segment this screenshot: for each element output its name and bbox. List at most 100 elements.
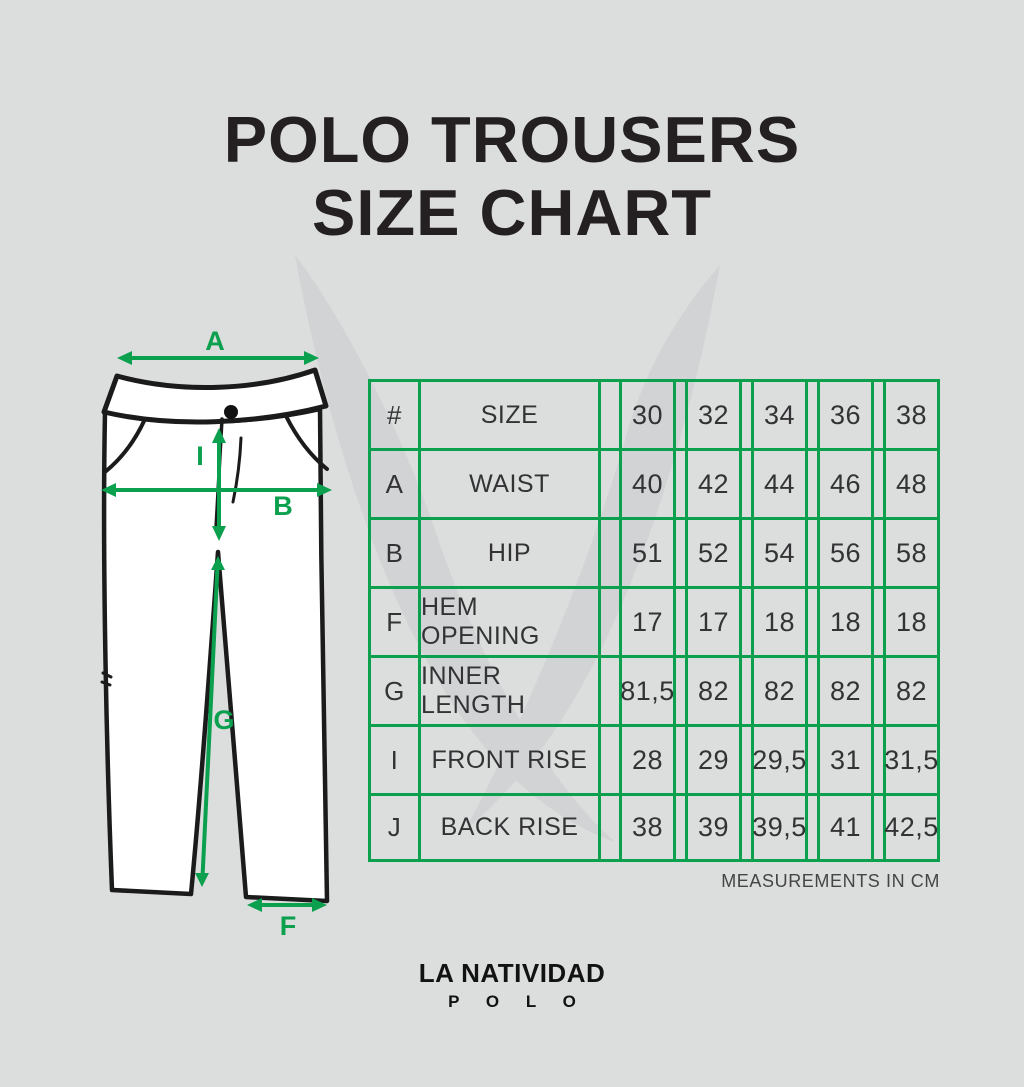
column-gap [601, 520, 619, 586]
column-gap [742, 727, 751, 793]
table-cell-value: 18 [817, 589, 874, 655]
measure-label-i: I [196, 441, 204, 471]
column-gap [601, 589, 619, 655]
column-gap [676, 589, 685, 655]
table-cell-value: 28 [619, 727, 676, 793]
trousers-sketch-mark [100, 671, 113, 687]
column-gap [874, 520, 883, 586]
table-cell-label: HEM OPENING [418, 589, 601, 655]
column-gap [808, 589, 817, 655]
table-cell-value: 36 [817, 382, 874, 448]
column-gap [808, 382, 817, 448]
table-cell-value: 58 [883, 520, 940, 586]
table-cell-letter: F [368, 589, 418, 655]
size-table: # SIZE 30 32 34 36 38 A WAIST 40 42 44 4… [368, 379, 940, 862]
table-cell-value: 29,5 [751, 727, 808, 793]
column-gap [601, 451, 619, 517]
table-cell-letter: J [368, 796, 418, 859]
units-note: MEASUREMENTS IN CM [721, 871, 940, 891]
table-cell-letter: B [368, 520, 418, 586]
table-cell-value: 18 [883, 589, 940, 655]
page-title-line2: SIZE CHART [312, 175, 712, 249]
table-row: A WAIST 40 42 44 46 48 [368, 448, 940, 517]
table-cell-label: HIP [418, 520, 601, 586]
column-gap [874, 727, 883, 793]
table-cell-value: 38 [883, 382, 940, 448]
table-cell-label: WAIST [418, 451, 601, 517]
brand-logo: LA NATIVIDAD P O L O [0, 958, 1024, 1012]
measure-label-a: A [205, 326, 225, 356]
table-cell-value: 39,5 [751, 796, 808, 859]
column-gap [808, 658, 817, 724]
measure-arrow-a [117, 351, 319, 365]
measure-arrow-b [101, 483, 332, 497]
table-cell-value: 34 [751, 382, 808, 448]
column-gap [676, 451, 685, 517]
trousers-body-outline [101, 406, 330, 904]
table-cell-value: 51 [619, 520, 676, 586]
measure-label-f: F [280, 911, 297, 941]
table-cell-value: 42 [685, 451, 742, 517]
table-row: # SIZE 30 32 34 36 38 [368, 379, 940, 448]
column-gap [742, 589, 751, 655]
column-gap [874, 589, 883, 655]
table-cell-value: 52 [685, 520, 742, 586]
table-cell-value: 30 [619, 382, 676, 448]
column-gap [742, 451, 751, 517]
column-gap [742, 796, 751, 859]
background-watermark [295, 255, 720, 842]
trousers-button [224, 405, 238, 419]
trousers-diagram: A I B G F [100, 326, 332, 941]
table-cell-value: 82 [817, 658, 874, 724]
trousers-left-pocket [103, 417, 147, 474]
column-gap [742, 520, 751, 586]
watermark-shape-left [295, 255, 615, 842]
column-gap [808, 796, 817, 859]
table-cell-value: 38 [619, 796, 676, 859]
column-gap [601, 382, 619, 448]
column-gap [808, 520, 817, 586]
measure-arrow-f [247, 898, 327, 912]
watermark-shape-right [465, 265, 720, 830]
table-cell-label: SIZE [418, 382, 601, 448]
column-gap [874, 451, 883, 517]
table-cell-letter: I [368, 727, 418, 793]
table-cell-value: 46 [817, 451, 874, 517]
column-gap [742, 658, 751, 724]
table-cell-value: 29 [685, 727, 742, 793]
column-gap [808, 727, 817, 793]
table-cell-letter: # [368, 382, 418, 448]
column-gap [601, 727, 619, 793]
column-gap [676, 727, 685, 793]
column-gap [742, 382, 751, 448]
page-title-line1: POLO TROUSERS [223, 103, 801, 176]
table-cell-value: 48 [883, 451, 940, 517]
column-gap [874, 796, 883, 859]
table-row: B HIP 51 52 54 56 58 [368, 517, 940, 586]
table-cell-value: 82 [685, 658, 742, 724]
table-cell-value: 54 [751, 520, 808, 586]
table-row: I FRONT RISE 28 29 29,5 31 31,5 [368, 724, 940, 793]
table-row: J BACK RISE 38 39 39,5 41 42,5 [368, 793, 940, 862]
trousers-fly-stitch [231, 436, 243, 504]
table-cell-value: 17 [619, 589, 676, 655]
table-cell-value: 56 [817, 520, 874, 586]
column-gap [601, 796, 619, 859]
column-gap [676, 382, 685, 448]
column-gap [874, 658, 883, 724]
trousers-waistband [101, 367, 329, 425]
column-gap [676, 520, 685, 586]
table-cell-value: 82 [883, 658, 940, 724]
column-gap [601, 658, 619, 724]
table-row: F HEM OPENING 17 17 18 18 18 [368, 586, 940, 655]
table-cell-value: 39 [685, 796, 742, 859]
measure-arrow-i [212, 428, 226, 541]
table-cell-label: INNER LENGTH [418, 658, 601, 724]
trousers-right-pocket [284, 414, 329, 471]
table-cell-value: 31,5 [883, 727, 940, 793]
table-cell-letter: A [368, 451, 418, 517]
column-gap [808, 451, 817, 517]
table-cell-value: 18 [751, 589, 808, 655]
measure-label-g: G [213, 705, 234, 735]
